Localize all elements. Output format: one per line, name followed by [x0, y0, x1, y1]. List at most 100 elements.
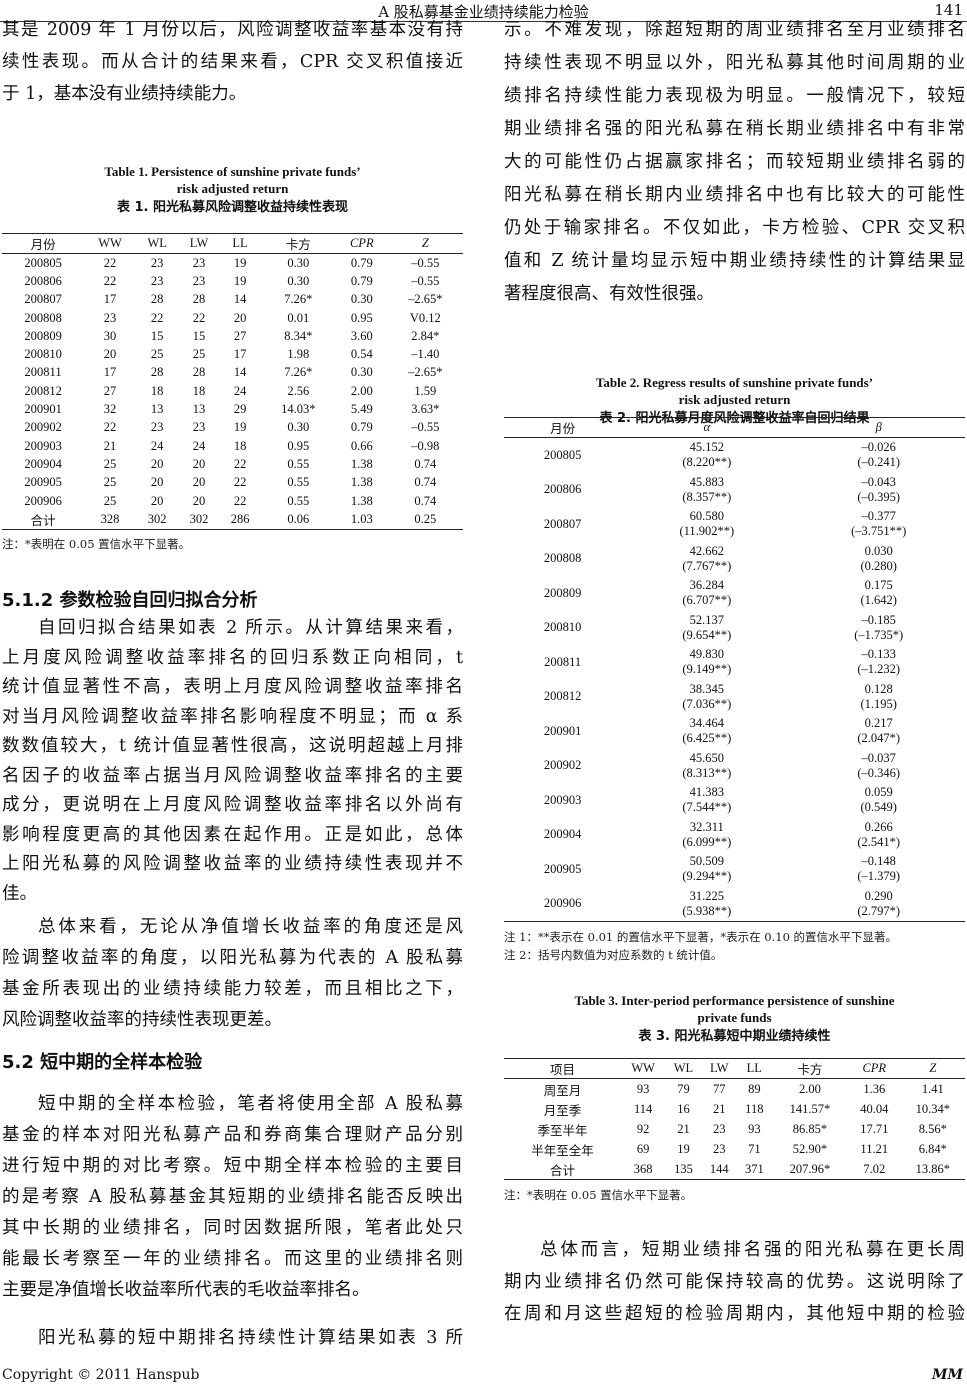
text-line: 持续性表现不明显以外，阳光私募其他时间周期的业: [504, 53, 965, 73]
table-row: 200902 45.650 (8.313**) –0.037 (–0.346): [504, 749, 965, 784]
t-statistic: (7.036**): [682, 696, 732, 711]
table-cell: 18: [192, 383, 206, 398]
text-line: 其是 2009 年 1 月份以后，风险调整收益率基本没有持: [2, 20, 463, 40]
table-cell: 3.60: [350, 328, 373, 343]
month-cell: 200904: [543, 827, 582, 842]
month-cell: 200810: [543, 620, 582, 635]
table-cell: 200810: [24, 347, 62, 362]
table-cell: 200905: [24, 475, 62, 490]
table-header-row: 项目 WW WL LW LL 卡方 CPR Z: [504, 1058, 965, 1079]
t-statistic: (8.357**): [682, 489, 732, 504]
t-statistic: (6.099**): [682, 834, 732, 849]
coefficient: 0.128: [864, 681, 893, 696]
table-cell: 52.90*: [792, 1141, 828, 1156]
table-cell: 89: [748, 1081, 761, 1096]
text-line: 能最长考察至一年的业绩排名。而这里的业绩排名则: [2, 1249, 463, 1269]
alpha-cell: 32.311 (6.099**): [621, 818, 792, 853]
table-cell: 1.38: [350, 475, 373, 490]
coefficient: –0.043: [861, 474, 896, 489]
table2-title-en: Table 2. Regress results of sunshine pri…: [595, 375, 874, 390]
coefficient: 0.030: [864, 543, 893, 558]
coefficient: 38.345: [689, 681, 724, 696]
alpha-cell: 31.225 (5.938**): [621, 886, 793, 922]
table-cell: 17: [103, 365, 117, 380]
coefficient: 50.509: [689, 854, 724, 869]
text-line: 期业绩排名强的阳光私募在稍长期业绩排名中有非常: [504, 119, 965, 139]
column-header: Z: [900, 1058, 965, 1079]
table-cell: 23: [192, 273, 206, 288]
coefficient: –0.377: [861, 509, 896, 524]
alpha-cell: 45.650 (8.313**): [621, 749, 792, 784]
table-cell: 200903: [24, 438, 62, 453]
table-cell: 17: [233, 347, 247, 362]
t-statistic: (–0.395): [857, 489, 901, 504]
beta-cell: –0.185 (–1.735*): [792, 611, 965, 646]
beta-cell: 0.128 (1.195): [792, 680, 965, 715]
column-header: 卡方: [771, 1058, 848, 1079]
table-cell: 20: [150, 475, 164, 490]
month-cell: 200812: [543, 689, 582, 704]
table-cell: –0.98: [411, 438, 440, 453]
table1-caption: Table 1. Persistence of sunshine private…: [2, 163, 463, 219]
table-row: 200905 25 20 20 22 0.55 1.38 0.74: [2, 474, 463, 492]
table-cell: 1.38: [350, 493, 373, 508]
text-line: 基金所表现出的业绩持续能力较差，而且相比之下，: [2, 979, 463, 999]
table-cell: 22: [150, 310, 164, 325]
table-cell: 8.56*: [918, 1121, 947, 1136]
table-cell: 71: [748, 1141, 761, 1156]
t-statistic: (–0.241): [857, 455, 901, 470]
table-cell: 200906: [24, 493, 62, 508]
table-cell: 0.74: [414, 456, 437, 471]
table-cell: 28: [192, 365, 206, 380]
text-line: 期内业绩排名仍然可能保持较高的优势。这说明除了: [504, 1272, 965, 1292]
table-cell: 11.21: [860, 1141, 889, 1156]
column-header: β: [792, 417, 965, 438]
paragraph: 短中期的全样本检验，笔者将使用全部 A 股私募 基金的样本对阳光私募产品和券商集合…: [2, 1089, 463, 1306]
table-cell: 21: [103, 438, 117, 453]
table-cell: 114: [634, 1101, 653, 1116]
table2-title-en: risk adjusted return: [678, 392, 791, 407]
table-row: 200810 20 25 25 17 1.98 0.54 –1.40: [2, 345, 463, 363]
table-cell: 0.95: [287, 438, 310, 453]
coefficient: 0.059: [864, 785, 893, 800]
table-cell: 92: [636, 1121, 650, 1136]
text-line: 风险调整收益率的持续性表现更差。: [2, 1010, 282, 1030]
table-row: 200906 31.225 (5.938**) 0.290 (2.797*): [504, 886, 965, 922]
paragraph: 其是 2009 年 1 月份以后，风险调整收益率基本没有持 续性表现。而从合计的结…: [2, 14, 463, 110]
table-cell: 0.79: [350, 420, 373, 435]
table3-caption: Table 3. Inter-period performance persis…: [504, 992, 965, 1048]
column-header: LL: [736, 1058, 772, 1079]
table-cell: 1.36: [863, 1081, 886, 1096]
table-cell: 135: [665, 1159, 702, 1180]
t-statistic: (2.541*): [857, 834, 901, 849]
table-cell: 14: [233, 292, 247, 307]
text-line: 续性表现。而从合计的结果来看，CPR 交叉积值接近: [2, 52, 463, 72]
table-cell: 22: [233, 493, 247, 508]
table-row: 200902 22 23 23 19 0.30 0.79 –0.55: [2, 419, 463, 437]
coefficient: 60.580: [689, 509, 724, 524]
table-row: 200805 45.152 (8.220**) –0.026 (–0.241): [504, 438, 965, 473]
table-cell: 118: [745, 1101, 764, 1116]
table-cell: 0.30: [287, 273, 310, 288]
alpha-cell: 60.580 (11.902**): [621, 507, 792, 542]
table-cell: 18: [150, 383, 164, 398]
table-cell: 28: [150, 292, 164, 307]
table-cell: 半年至全年: [531, 1143, 594, 1158]
table-cell: 21: [677, 1121, 690, 1136]
table-cell: 19: [233, 255, 247, 270]
table-cell: 7.26*: [284, 365, 313, 380]
table-row: 200811 17 28 28 14 7.26* 0.30 –2.65*: [2, 364, 463, 382]
table-cell: 合计: [2, 510, 85, 531]
table-cell: V0.12: [409, 310, 441, 325]
table-cell: 22: [103, 420, 117, 435]
column-header: CPR: [335, 233, 388, 254]
coefficient: 49.830: [689, 647, 724, 662]
column-header: α: [621, 417, 793, 438]
beta-cell: 0.266 (2.541*): [792, 818, 965, 853]
footer-copyright: Copyright © 2011 Hanspub: [2, 1367, 200, 1383]
table-cell: 0.54: [350, 347, 373, 362]
table-cell: 19: [233, 273, 247, 288]
table-cell: 0.55: [287, 456, 310, 471]
table-cell: 0.66: [350, 438, 373, 453]
